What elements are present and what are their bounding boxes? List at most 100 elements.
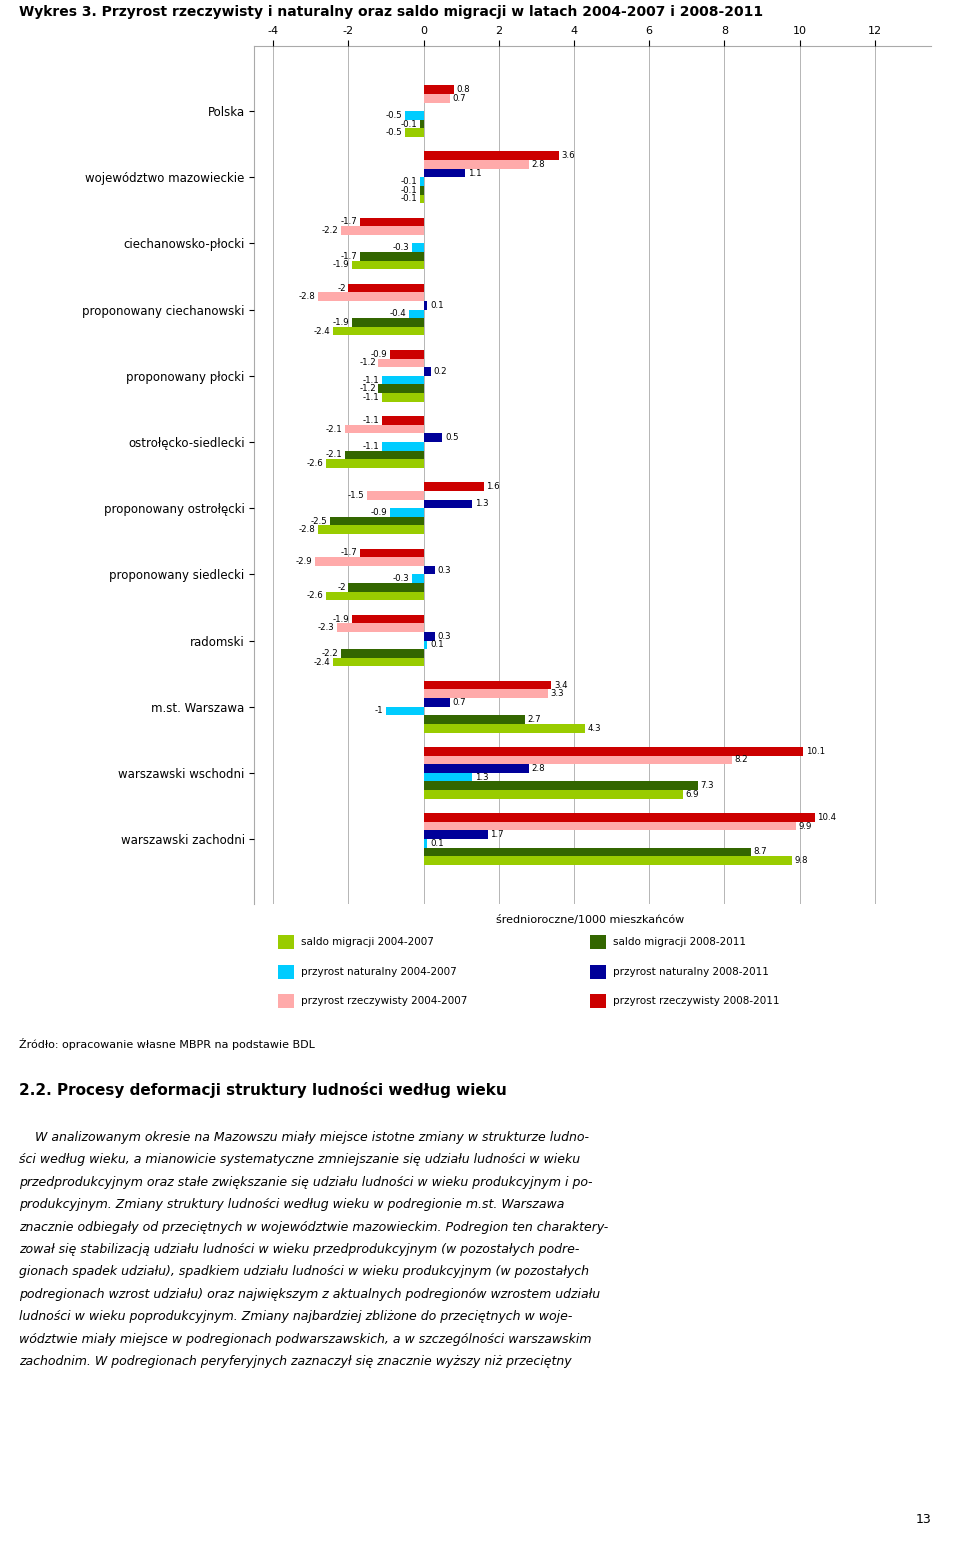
Text: przyrost naturalny 2004-2007: przyrost naturalny 2004-2007 xyxy=(301,967,457,976)
Bar xyxy=(423,632,435,641)
Text: 13: 13 xyxy=(916,1514,931,1526)
Bar xyxy=(423,641,427,649)
Bar xyxy=(423,168,465,178)
Bar xyxy=(360,218,423,226)
Text: przyrost rzeczywisty 2008-2011: przyrost rzeczywisty 2008-2011 xyxy=(613,997,780,1006)
Bar xyxy=(413,244,423,252)
Bar xyxy=(390,351,423,358)
Bar xyxy=(423,482,484,491)
Text: -1.1: -1.1 xyxy=(363,416,379,425)
Bar xyxy=(325,592,423,599)
Text: przedprodukcyjnym oraz stałe zwiększanie się udziału ludności w wieku produkcyjn: przedprodukcyjnym oraz stałe zwiększanie… xyxy=(19,1176,592,1188)
Text: -1.1: -1.1 xyxy=(363,392,379,402)
Text: -1.7: -1.7 xyxy=(340,218,357,227)
Bar xyxy=(341,649,423,658)
Bar xyxy=(333,658,423,666)
Bar xyxy=(378,358,423,368)
Text: ludności w wieku poprodukcyjnym. Zmiany najbardziej zbliżone do przeciętnych w w: ludności w wieku poprodukcyjnym. Zmiany … xyxy=(19,1310,572,1323)
Text: -1.9: -1.9 xyxy=(333,318,349,328)
Text: -1.7: -1.7 xyxy=(340,548,357,558)
Text: 0.3: 0.3 xyxy=(438,565,451,575)
Text: saldo migracji 2008-2011: saldo migracji 2008-2011 xyxy=(613,938,747,947)
Text: 0.1: 0.1 xyxy=(430,640,444,649)
Bar xyxy=(348,284,423,292)
Bar xyxy=(413,575,423,582)
Text: -2.1: -2.1 xyxy=(325,451,342,459)
Bar xyxy=(352,261,423,269)
Bar xyxy=(319,292,423,301)
Bar xyxy=(405,128,423,138)
Text: -0.9: -0.9 xyxy=(371,508,387,518)
Text: 0.5: 0.5 xyxy=(445,433,459,442)
Text: -1.7: -1.7 xyxy=(340,252,357,261)
Bar xyxy=(423,789,683,799)
Text: 0.1: 0.1 xyxy=(430,839,444,848)
Text: -1.2: -1.2 xyxy=(359,358,376,368)
Text: 0.7: 0.7 xyxy=(452,94,467,102)
Bar xyxy=(423,689,547,698)
Bar xyxy=(360,548,423,558)
Text: -2.6: -2.6 xyxy=(306,459,324,468)
Text: wództwie miały miejsce w podregionach podwarszawskich, a w szczególności warszaw: wództwie miały miejsce w podregionach po… xyxy=(19,1332,591,1346)
Bar xyxy=(345,425,423,434)
Bar xyxy=(423,368,431,375)
Text: 2.7: 2.7 xyxy=(528,715,541,725)
Text: -1.1: -1.1 xyxy=(363,375,379,385)
Text: 1.3: 1.3 xyxy=(475,772,489,782)
Text: 0.2: 0.2 xyxy=(434,368,447,375)
Bar xyxy=(423,813,815,822)
Bar xyxy=(423,499,472,508)
Text: -0.1: -0.1 xyxy=(400,185,418,195)
Text: 0.1: 0.1 xyxy=(430,301,444,311)
Text: -2.2: -2.2 xyxy=(322,649,338,658)
Bar xyxy=(423,822,796,831)
Text: -1.1: -1.1 xyxy=(363,442,379,451)
Bar xyxy=(423,681,551,689)
Bar xyxy=(420,195,423,202)
Text: Źródło: opracowanie własne MBPR na podstawie BDL: Źródło: opracowanie własne MBPR na podst… xyxy=(19,1038,315,1051)
Text: 8.7: 8.7 xyxy=(754,848,767,856)
Text: -0.1: -0.1 xyxy=(400,195,418,204)
Bar xyxy=(333,328,423,335)
Bar xyxy=(423,301,427,309)
Bar xyxy=(382,416,423,425)
Text: gionach spadek udziału), spadkiem udziału ludności w wieku produkcyjnym (w pozos: gionach spadek udziału), spadkiem udział… xyxy=(19,1265,589,1278)
Bar xyxy=(423,698,450,706)
Bar xyxy=(382,442,423,451)
Text: -2.8: -2.8 xyxy=(299,292,316,301)
Text: -1.2: -1.2 xyxy=(359,385,376,394)
Bar xyxy=(382,392,423,402)
Bar xyxy=(423,715,525,725)
Text: -1.5: -1.5 xyxy=(348,491,365,499)
Text: -2.1: -2.1 xyxy=(325,425,342,434)
Text: -0.1: -0.1 xyxy=(400,178,418,185)
Bar xyxy=(423,772,472,782)
Bar xyxy=(423,831,488,839)
Bar xyxy=(423,434,443,442)
Text: 2.8: 2.8 xyxy=(532,765,545,772)
Text: 7.3: 7.3 xyxy=(701,782,714,791)
Text: -0.9: -0.9 xyxy=(371,349,387,358)
Bar xyxy=(348,582,423,592)
Text: 2.8: 2.8 xyxy=(532,159,545,168)
Text: -2.3: -2.3 xyxy=(318,623,334,632)
Text: ści według wieku, a mianowicie systematyczne zmniejszanie się udziału ludności w: ści według wieku, a mianowicie systematy… xyxy=(19,1153,581,1166)
Bar xyxy=(423,94,450,102)
Bar xyxy=(315,558,423,565)
Bar xyxy=(409,309,423,318)
Text: 1.1: 1.1 xyxy=(468,168,481,178)
Bar xyxy=(337,623,423,632)
Text: 1.3: 1.3 xyxy=(475,499,489,508)
Text: zował się stabilizacją udziału ludności w wieku przedprodukcyjnym (w pozostałych: zował się stabilizacją udziału ludności … xyxy=(19,1242,580,1256)
Text: 10.4: 10.4 xyxy=(817,813,836,822)
Bar xyxy=(368,491,423,499)
Text: znacznie odbiegały od przeciętnych w województwie mazowieckim. Podregion ten cha: znacznie odbiegały od przeciętnych w woj… xyxy=(19,1221,609,1233)
Text: -0.5: -0.5 xyxy=(385,111,402,121)
Text: -2: -2 xyxy=(337,582,346,592)
Bar xyxy=(423,756,732,765)
Text: -2.6: -2.6 xyxy=(306,592,324,601)
Text: Wykres 3. Przyrost rzeczywisty i naturalny oraz saldo migracji w latach 2004-200: Wykres 3. Przyrost rzeczywisty i natural… xyxy=(19,5,763,19)
Bar xyxy=(423,839,427,848)
Text: 3.4: 3.4 xyxy=(554,681,567,689)
Text: -0.3: -0.3 xyxy=(393,575,410,582)
